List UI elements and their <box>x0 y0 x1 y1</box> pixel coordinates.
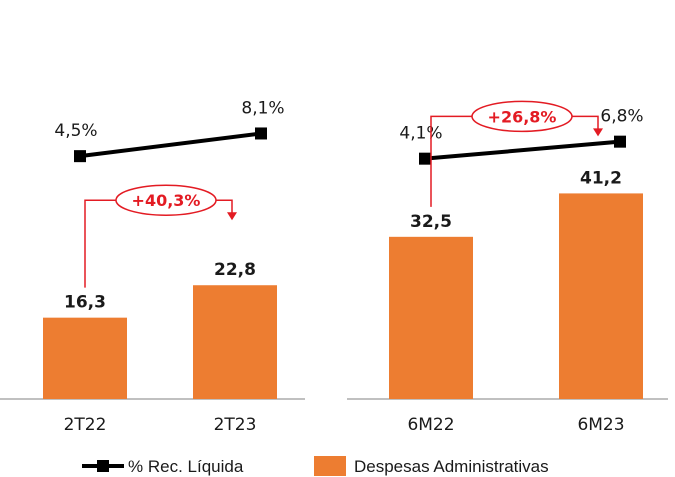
line-value-label: 6,8% <box>600 107 643 127</box>
panel-0: 16,3 2T22 22,8 2T23 4,5% 8,1% +40,3% <box>0 98 305 435</box>
growth-oval <box>471 100 573 133</box>
growth-arrowhead <box>593 128 603 137</box>
growth-label: +40,3% <box>132 191 201 210</box>
panel-1: 32,5 6M22 41,2 6M23 4,1% 6,8% +26,8% <box>347 100 668 435</box>
bar-value-label: 32,5 <box>410 212 452 232</box>
bar <box>193 285 277 399</box>
growth-arrowhead <box>227 212 237 221</box>
bar <box>43 317 127 399</box>
line-marker <box>614 135 626 148</box>
line-marker <box>74 150 86 163</box>
legend: % Rec. Líquida Despesas Administrativas <box>82 456 549 476</box>
bar-value-label: 16,3 <box>64 293 106 313</box>
line-marker <box>419 152 431 165</box>
bar <box>389 236 473 399</box>
chart-panels: 16,3 2T22 22,8 2T23 4,5% 8,1% +40,3% 32,5 6M22 41… <box>0 98 668 435</box>
bar-value-label: 22,8 <box>214 260 256 280</box>
growth-oval <box>115 184 217 216</box>
line-series <box>424 139 621 161</box>
category-tick-label: 2T23 <box>214 415 257 435</box>
legend-line-label: % Rec. Líquida <box>128 457 244 476</box>
line-value-label: 8,1% <box>241 98 284 118</box>
line-value-label: 4,1% <box>399 124 442 144</box>
growth-bracket-right <box>216 199 233 215</box>
bar <box>559 193 643 399</box>
legend-bar-swatch <box>314 456 346 476</box>
growth-label: +26,8% <box>488 107 557 126</box>
legend-line-marker <box>97 460 109 472</box>
growth-bracket-left <box>84 199 116 288</box>
category-tick-label: 6M23 <box>577 415 624 435</box>
line-marker <box>255 127 267 140</box>
bar-value-label: 41,2 <box>580 168 622 188</box>
legend-bar-label: Despesas Administrativas <box>354 457 549 476</box>
category-tick-label: 6M22 <box>407 415 454 435</box>
growth-bracket-left <box>430 115 472 207</box>
category-tick-label: 2T22 <box>64 415 107 435</box>
line-value-label: 4,5% <box>54 121 97 141</box>
growth-bracket-right <box>572 115 599 131</box>
line-series <box>79 131 262 159</box>
